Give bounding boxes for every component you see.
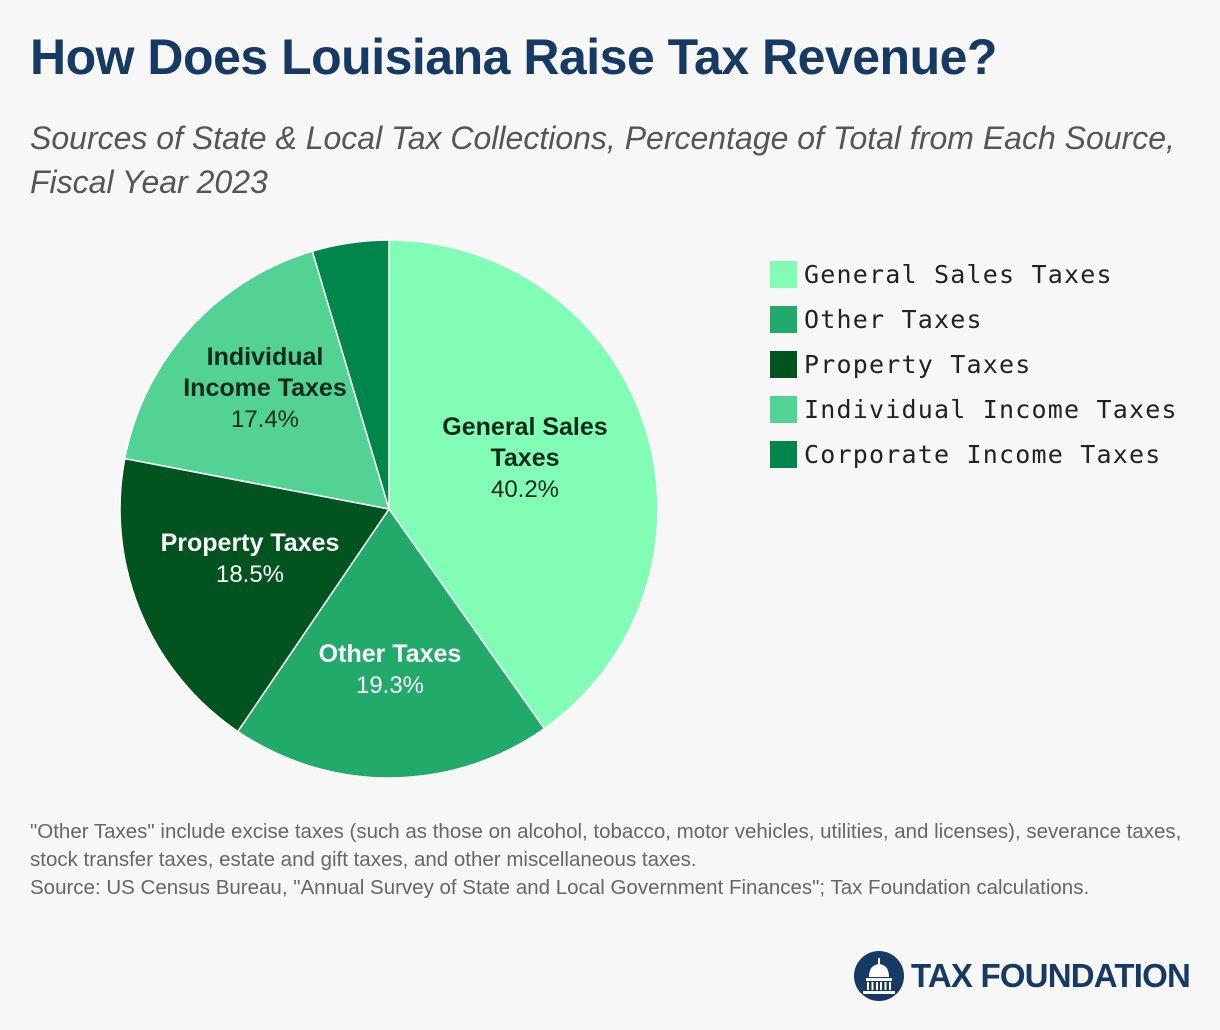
pie-slice-individual-income-taxes <box>124 250 390 510</box>
slice-label-individual-income-taxes: Income Taxes <box>183 374 347 402</box>
capitol-dome-icon <box>853 951 904 1001</box>
source-note: Source: US Census Bureau, "Annual Survey… <box>30 876 1090 899</box>
slice-value-individual-income-taxes: 17.4% <box>231 406 299 433</box>
pie-slice-property-taxes <box>119 457 390 733</box>
slice-label-individual-income-taxes: Individual <box>207 343 324 371</box>
legend-item-general-sales-taxes: General Sales Taxes <box>770 252 1178 297</box>
legend-item-property-taxes: Property Taxes <box>770 342 1178 387</box>
brand-name: TAX FOUNDATION <box>910 957 1191 994</box>
legend-label: Other Taxes <box>804 305 983 334</box>
slice-label-general-sales-taxes: Taxes <box>490 444 559 472</box>
slice-label-property-taxes: Property Taxes <box>161 529 340 557</box>
other-taxes-note: "Other Taxes" include excise taxes (such… <box>30 820 1182 871</box>
slice-value-property-taxes: 18.5% <box>216 561 284 588</box>
tax-foundation-logo: TAX FOUNDATION <box>853 950 1191 1002</box>
legend-swatch <box>770 396 797 423</box>
legend-label: Individual Income Taxes <box>804 395 1178 424</box>
legend: General Sales Taxes Other Taxes Property T… <box>770 252 1178 477</box>
slice-value-other-taxes: 19.3% <box>356 672 424 699</box>
legend-item-individual-income-taxes: Individual Income Taxes <box>770 387 1178 432</box>
pie-labels: General Sales Taxes 40.2% Other Taxes 19.3% P… <box>161 343 608 699</box>
pie-slice-corporate-income-taxes <box>311 239 390 510</box>
legend-item-corporate-income-taxes: Corporate Income Taxes <box>770 432 1178 477</box>
slice-label-other-taxes: Other Taxes <box>319 640 462 668</box>
pie-slice-other-taxes <box>237 508 546 779</box>
legend-label: General Sales Taxes <box>804 260 1113 289</box>
pie-slice-general-sales-taxes <box>388 239 659 730</box>
legend-swatch <box>770 306 797 333</box>
legend-item-other-taxes: Other Taxes <box>770 297 1178 342</box>
legend-swatch <box>770 441 797 468</box>
legend-label: Corporate Income Taxes <box>804 440 1162 469</box>
footnotes: "Other Taxes" include excise taxes (such… <box>30 818 1195 902</box>
legend-swatch <box>770 261 797 288</box>
legend-label: Property Taxes <box>804 350 1032 379</box>
chart-title: How Does Louisiana Raise Tax Revenue? <box>30 29 997 85</box>
chart-subtitle: Sources of State & Local Tax Collections… <box>30 120 1175 200</box>
pie-slices <box>119 239 659 779</box>
slice-value-general-sales-taxes: 40.2% <box>491 476 559 503</box>
legend-swatch <box>770 351 797 378</box>
slice-label-general-sales-taxes: General Sales <box>442 413 607 441</box>
